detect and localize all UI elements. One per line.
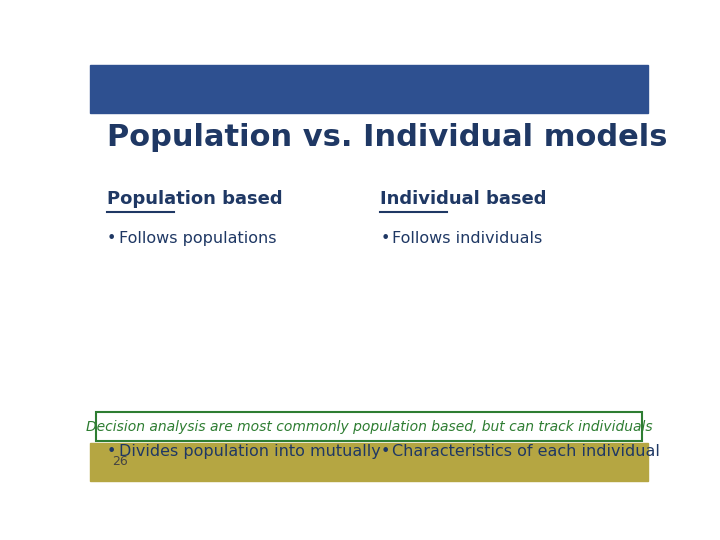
Text: •: •	[380, 444, 390, 458]
Text: 26: 26	[112, 455, 128, 468]
Text: Follows populations: Follows populations	[119, 231, 276, 246]
Text: •: •	[107, 231, 116, 246]
Text: •: •	[380, 231, 390, 246]
Text: Population vs. Individual models: Population vs. Individual models	[107, 123, 667, 152]
Text: Characteristics of each individual: Characteristics of each individual	[392, 444, 660, 458]
Text: Divides population into mutually: Divides population into mutually	[119, 444, 381, 458]
Text: Decision analysis are most commonly population based, but can track individuals: Decision analysis are most commonly popu…	[86, 420, 652, 434]
Text: Follows individuals: Follows individuals	[392, 231, 543, 246]
Text: Individual based: Individual based	[380, 190, 546, 207]
FancyBboxPatch shape	[96, 412, 642, 441]
Bar	[90, 443, 648, 481]
Text: •: •	[107, 444, 116, 458]
Bar	[90, 65, 648, 113]
Text: Population based: Population based	[107, 190, 282, 207]
